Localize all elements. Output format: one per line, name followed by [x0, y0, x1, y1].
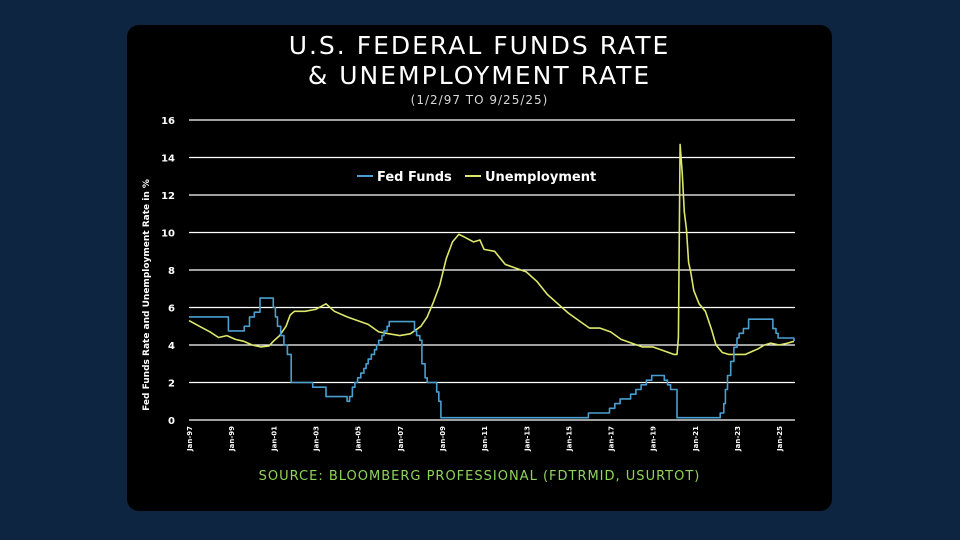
series-line-unemployment [188, 143, 795, 356]
legend-label-fed-funds: Fed Funds [377, 170, 452, 185]
y-axis-label: Fed Funds Rate and Unemployment Rate in … [142, 179, 152, 411]
y-tick-label: 0 [168, 416, 175, 427]
chart-card: U.S. FEDERAL FUNDS RATE & UNEMPLOYMENT R… [127, 25, 832, 511]
x-tick-label: Jan-21 [692, 426, 700, 452]
y-tick-label: 12 [161, 191, 175, 202]
x-tick-label: Jan-13 [523, 426, 531, 452]
series-line-fed-funds [189, 297, 795, 419]
y-tick-label: 4 [168, 341, 175, 352]
x-tick-label: Jan-07 [397, 426, 405, 452]
y-tick-label: 8 [168, 266, 175, 277]
y-tick-label: 6 [168, 304, 175, 315]
x-tick-label: Jan-19 [650, 426, 658, 452]
y-tick-label: 14 [161, 154, 175, 165]
chart-title-line2: & UNEMPLOYMENT RATE [307, 61, 652, 90]
gridlines [189, 119, 795, 421]
chart-subtitle: (1/2/97 TO 9/25/25) [410, 93, 549, 107]
x-tick-label: Jan-23 [734, 426, 742, 452]
x-tick-label: Jan-03 [312, 426, 320, 452]
x-tick-label: Jan-09 [439, 426, 447, 452]
legend: Fed Funds Unemployment [357, 170, 596, 185]
series-lines [188, 143, 795, 419]
x-tick-label: Jan-05 [355, 426, 363, 452]
y-axis-ticks: 0 2 4 6 8 10 12 14 16 [161, 116, 175, 427]
x-axis-ticks: Jan-97 Jan-99 Jan-01 Jan-03 Jan-05 Jan-07 Jan-… [186, 426, 784, 452]
y-tick-label: 16 [161, 116, 175, 127]
x-tick-label: Jan-11 [481, 426, 489, 452]
x-tick-label: Jan-01 [270, 426, 278, 452]
legend-label-unemployment: Unemployment [485, 170, 596, 185]
x-tick-label: Jan-97 [186, 426, 194, 452]
x-tick-label: Jan-15 [565, 426, 573, 452]
x-tick-label: Jan-99 [228, 426, 236, 452]
source-note: SOURCE: BLOOMBERG PROFESSIONAL (FDTRMID,… [258, 469, 701, 484]
y-tick-label: 2 [168, 379, 175, 390]
y-tick-label: 10 [161, 229, 175, 240]
x-tick-label: Jan-25 [776, 426, 784, 452]
x-tick-label: Jan-17 [608, 426, 616, 452]
chart-title-line1: U.S. FEDERAL FUNDS RATE [288, 31, 671, 60]
